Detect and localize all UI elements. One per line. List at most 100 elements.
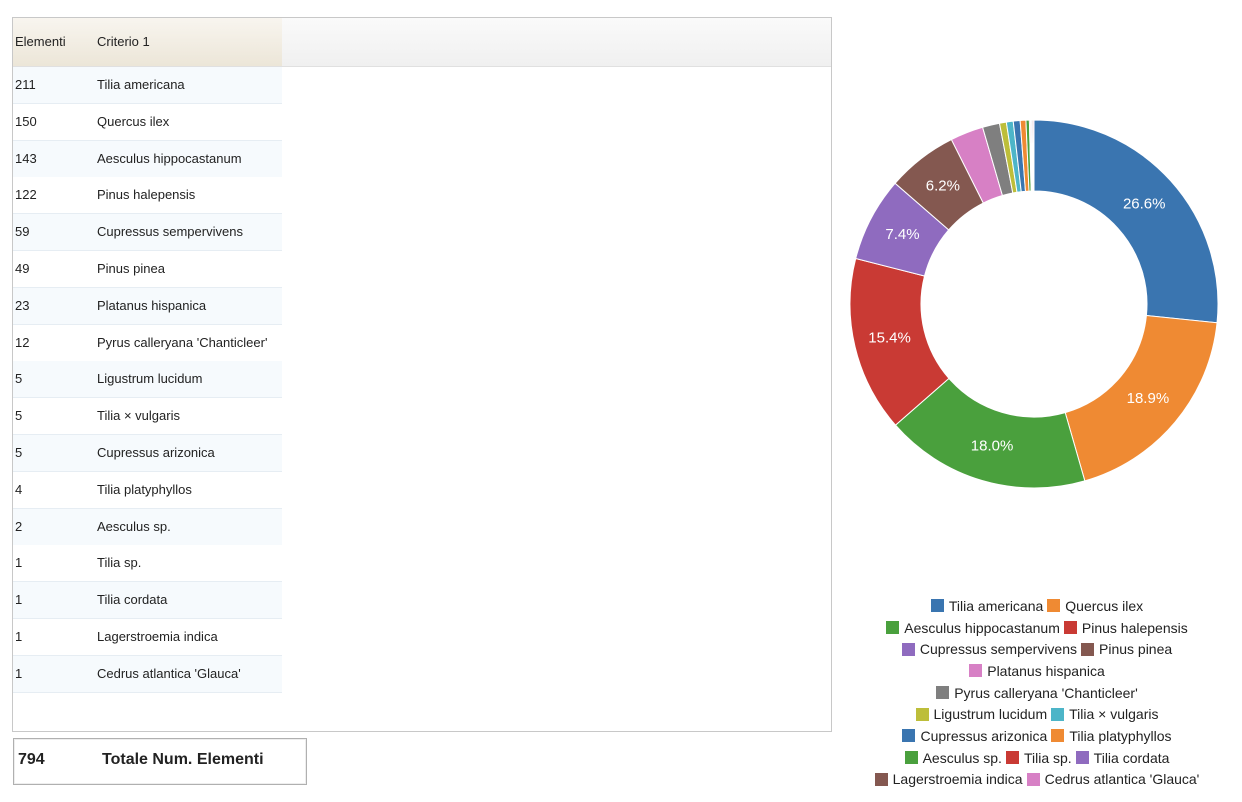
legend-label: Tilia × vulgaris <box>1069 706 1159 723</box>
slice-label: 7.4% <box>885 226 919 243</box>
legend-label: Tilia platyphyllos <box>1069 727 1172 744</box>
table-row: 1 Lagerstroemia indica <box>13 619 282 656</box>
table-row: 1 Tilia sp. <box>13 545 282 583</box>
table-row: 5 Tilia × vulgaris <box>13 398 282 436</box>
total-box: 794 Totale Num. Elementi <box>13 738 307 785</box>
name-cell: Pyrus calleryana 'Chanticleer' <box>97 334 268 350</box>
legend-row: Aesculus hippocastanum Pinus halepensis <box>830 617 1240 639</box>
header-cells: Elementi Criterio 1 <box>13 18 282 66</box>
name-cell: Quercus ilex <box>97 113 170 129</box>
legend: Tilia americana Quercus ilex Aesculus hipp… <box>830 595 1240 790</box>
legend-row: Platanus hispanica <box>830 660 1240 682</box>
slice-label: 18.0% <box>971 437 1014 454</box>
legend-swatch <box>1081 642 1094 656</box>
table-row: 5 Ligustrum lucidum <box>13 361 282 399</box>
count-cell: 2 <box>15 518 23 534</box>
legend-row: Ligustrum lucidum Tilia × vulgaris <box>830 703 1240 725</box>
count-cell: 5 <box>15 371 23 387</box>
name-cell: Tilia platyphyllos <box>97 481 192 497</box>
legend-label: Cupressus sempervivens <box>919 641 1077 658</box>
table-header: Elementi Criterio 1 <box>13 18 831 67</box>
name-cell: Lagerstroemia indica <box>97 629 218 644</box>
table-row: 1 Tilia cordata <box>13 582 282 620</box>
count-cell: 1 <box>15 665 23 681</box>
name-cell: Aesculus hippocastanum <box>97 150 242 166</box>
legend-row: Tilia americana Quercus ilex <box>830 595 1240 617</box>
name-cell: Cedrus atlantica 'Glauca' <box>97 665 241 681</box>
legend-label: Tilia sp. <box>1023 749 1072 766</box>
name-cell: Cupressus sempervivens <box>97 224 243 240</box>
count-cell: 23 <box>15 297 30 313</box>
name-cell: Tilia cordata <box>97 592 168 608</box>
name-cell: Ligustrum lucidum <box>97 371 203 387</box>
count-cell: 1 <box>15 555 23 571</box>
legend-label: Cedrus atlantica 'Glauca' <box>1044 771 1200 788</box>
count-cell: 122 <box>15 187 37 203</box>
legend-swatch <box>969 664 983 678</box>
legend-swatch <box>902 729 916 743</box>
count-cell: 5 <box>15 408 23 424</box>
table-row: 12 Pyrus calleryana 'Chanticleer' <box>13 324 282 362</box>
name-cell: Tilia × vulgaris <box>97 408 180 424</box>
legend-label: Lagerstroemia indica <box>892 771 1023 788</box>
legend-swatch <box>904 751 918 765</box>
donut-slice <box>1032 119 1035 192</box>
slice-label: 6.2% <box>926 178 960 195</box>
legend-swatch <box>901 642 915 656</box>
count-cell: 59 <box>15 224 30 240</box>
name-cell: Cupressus arizonica <box>97 445 215 460</box>
count-cell: 143 <box>15 150 37 166</box>
table-row: 122 Pinus halepensis <box>13 177 282 215</box>
legend-row: Pyrus calleryana 'Chanticleer' <box>830 682 1240 704</box>
legend-label: Aesculus hippocastanum <box>904 619 1060 636</box>
legend-label: Tilia cordata <box>1093 749 1170 766</box>
table-row: 49 Pinus pinea <box>13 251 282 288</box>
legend-swatch <box>1051 729 1065 743</box>
slice-label: 18.9% <box>1127 390 1170 407</box>
count-cell: 5 <box>15 445 23 460</box>
legend-label: Aesculus sp. <box>922 749 1002 766</box>
legend-swatch <box>1075 751 1089 765</box>
table-row: 2 Aesculus sp. <box>13 508 282 546</box>
table-row: 4 Tilia platyphyllos <box>13 471 282 509</box>
table-row: 23 Platanus hispanica <box>13 287 282 325</box>
count-cell: 49 <box>15 261 30 276</box>
total-value: 794 <box>18 751 45 768</box>
legend-swatch <box>1047 599 1061 613</box>
legend-swatch <box>1005 751 1019 765</box>
legend-label: Pinus halepensis <box>1081 619 1188 636</box>
slice-label: 26.6% <box>1123 195 1166 212</box>
legend-swatch <box>886 621 900 635</box>
table-row: 211 Tilia americana <box>13 67 282 104</box>
legend-label: Platanus hispanica <box>987 662 1105 679</box>
data-table: Elementi Criterio 1 211 Tilia americana 15… <box>12 17 832 732</box>
name-cell: Platanus hispanica <box>97 297 207 313</box>
legend-label: Tilia americana <box>948 597 1044 614</box>
legend-swatch <box>1063 621 1077 635</box>
table-row: 143 Aesculus hippocastanum <box>13 140 282 178</box>
legend-label: Quercus ilex <box>1065 597 1144 614</box>
legend-label: Pyrus calleryana 'Chanticleer' <box>954 684 1138 701</box>
legend-label: Cupressus arizonica <box>920 727 1048 744</box>
count-cell: 1 <box>15 629 23 644</box>
legend-row: Cupressus sempervivens Pinus pinea <box>830 638 1240 660</box>
donut-chart: 26.6% 18.9% 18.0% 15.4% 7.4% 6.2% <box>849 119 1219 489</box>
header-cell[interactable]: Elementi <box>15 34 66 49</box>
legend-swatch <box>1026 772 1040 786</box>
legend-label: Pinus pinea <box>1099 641 1173 658</box>
header-cell[interactable]: Criterio 1 <box>97 34 150 49</box>
legend-swatch <box>936 686 950 700</box>
name-cell: Pinus halepensis <box>97 187 196 203</box>
legend-swatch <box>930 599 944 613</box>
count-cell: 150 <box>15 113 37 129</box>
total-label: Totale Num. Elementi <box>102 751 264 768</box>
donut-slice <box>1033 119 1219 324</box>
name-cell: Pinus pinea <box>97 261 165 276</box>
slice-label: 15.4% <box>868 329 911 346</box>
table-row: 1 Cedrus atlantica 'Glauca' <box>13 655 282 693</box>
name-cell: Tilia americana <box>97 77 185 92</box>
count-cell: 211 <box>15 77 36 92</box>
legend-swatch <box>874 772 888 786</box>
name-cell: Tilia sp. <box>97 555 142 571</box>
